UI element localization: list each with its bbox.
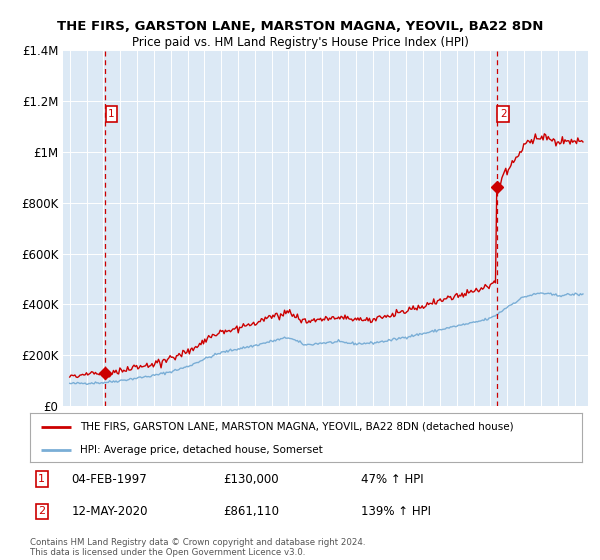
Text: THE FIRS, GARSTON LANE, MARSTON MAGNA, YEOVIL, BA22 8DN (detached house): THE FIRS, GARSTON LANE, MARSTON MAGNA, Y… xyxy=(80,422,514,432)
Text: 1: 1 xyxy=(108,109,115,119)
Text: 2: 2 xyxy=(38,506,46,516)
Text: 12-MAY-2020: 12-MAY-2020 xyxy=(71,505,148,518)
Text: Price paid vs. HM Land Registry's House Price Index (HPI): Price paid vs. HM Land Registry's House … xyxy=(131,36,469,49)
Text: £130,000: £130,000 xyxy=(223,473,279,486)
Text: 2: 2 xyxy=(500,109,506,119)
Text: 1: 1 xyxy=(38,474,45,484)
Text: 139% ↑ HPI: 139% ↑ HPI xyxy=(361,505,431,518)
Text: £861,110: £861,110 xyxy=(223,505,279,518)
Text: Contains HM Land Registry data © Crown copyright and database right 2024.
This d: Contains HM Land Registry data © Crown c… xyxy=(30,538,365,557)
Text: THE FIRS, GARSTON LANE, MARSTON MAGNA, YEOVIL, BA22 8DN: THE FIRS, GARSTON LANE, MARSTON MAGNA, Y… xyxy=(57,20,543,32)
Text: 04-FEB-1997: 04-FEB-1997 xyxy=(71,473,147,486)
Text: 47% ↑ HPI: 47% ↑ HPI xyxy=(361,473,424,486)
Text: HPI: Average price, detached house, Somerset: HPI: Average price, detached house, Some… xyxy=(80,445,322,455)
